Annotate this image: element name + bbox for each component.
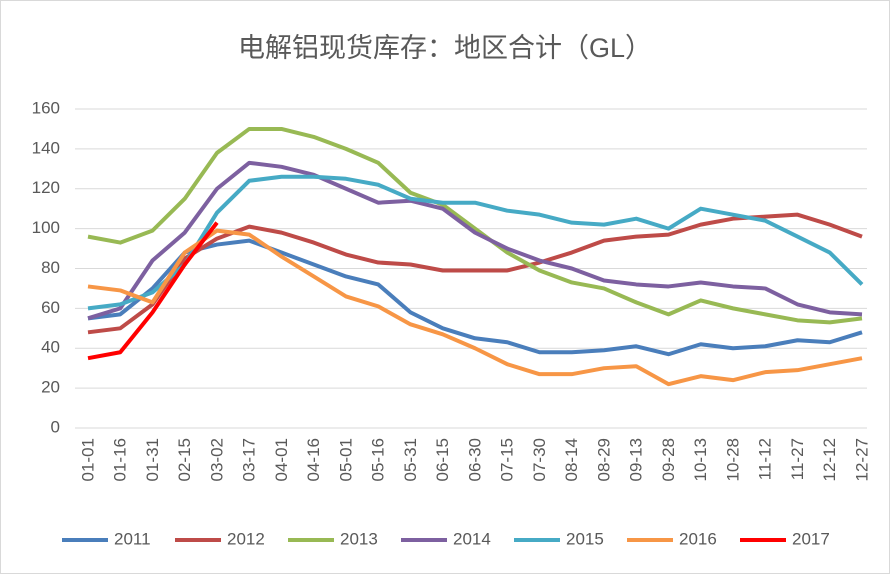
legend-label: 2011 [114, 529, 151, 548]
x-tick-label: 11-27 [788, 438, 807, 480]
line-series [87, 160, 863, 321]
x-tick-label: 02-15 [175, 438, 194, 481]
chart-title: 电解铝现货库存：地区合计（GL） [238, 33, 652, 63]
line-series [87, 238, 863, 357]
line-series [87, 212, 863, 335]
x-tick-label: 01-31 [143, 438, 162, 481]
x-tick-label: 03-17 [240, 438, 259, 481]
x-tick-label: 07-30 [530, 438, 549, 481]
x-tick-label: 04-01 [272, 438, 291, 481]
y-tick-label: 80 [41, 258, 60, 277]
legend-label: 2013 [340, 529, 378, 548]
x-tick-label: 12-27 [852, 438, 871, 481]
x-tick-label: 06-30 [465, 438, 484, 481]
x-tick-label: 06-15 [433, 438, 452, 481]
x-tick-label: 03-02 [207, 438, 226, 481]
x-tick-label: 10-28 [723, 438, 742, 481]
y-tick-label: 120 [32, 178, 60, 197]
x-tick-label: 12-12 [820, 438, 839, 481]
y-tick-label: 40 [41, 338, 60, 357]
x-tick-label: 05-31 [401, 438, 420, 481]
line-series [87, 126, 863, 325]
line-series [87, 228, 863, 387]
legend-label: 2014 [453, 529, 491, 548]
x-tick-label: 01-01 [78, 438, 97, 481]
x-tick-label: 11-12 [756, 438, 775, 480]
y-tick-label: 60 [41, 298, 60, 317]
x-tick-label: 05-01 [336, 438, 355, 481]
y-tick-label: 0 [51, 417, 60, 436]
x-tick-label: 05-16 [369, 438, 388, 481]
legend-label: 2015 [566, 529, 604, 548]
y-tick-label: 160 [32, 98, 60, 117]
line-series [87, 221, 219, 361]
x-tick-label: 01-16 [111, 438, 130, 481]
y-tick-label: 100 [32, 218, 60, 237]
x-tick-label: 09-13 [627, 438, 646, 481]
legend-label: 2017 [792, 529, 830, 548]
x-tick-label: 04-16 [304, 438, 323, 481]
legend-label: 2016 [679, 529, 717, 548]
x-tick-label: 07-15 [498, 438, 517, 481]
x-tick-label: 09-28 [659, 438, 678, 481]
x-tick-label: 08-14 [562, 438, 581, 481]
y-tick-label: 140 [32, 138, 60, 157]
x-tick-label: 10-13 [691, 438, 710, 481]
x-tick-label: 08-29 [594, 438, 613, 481]
legend-label: 2012 [227, 529, 265, 548]
y-tick-label: 20 [41, 378, 60, 397]
line-series [87, 174, 864, 311]
